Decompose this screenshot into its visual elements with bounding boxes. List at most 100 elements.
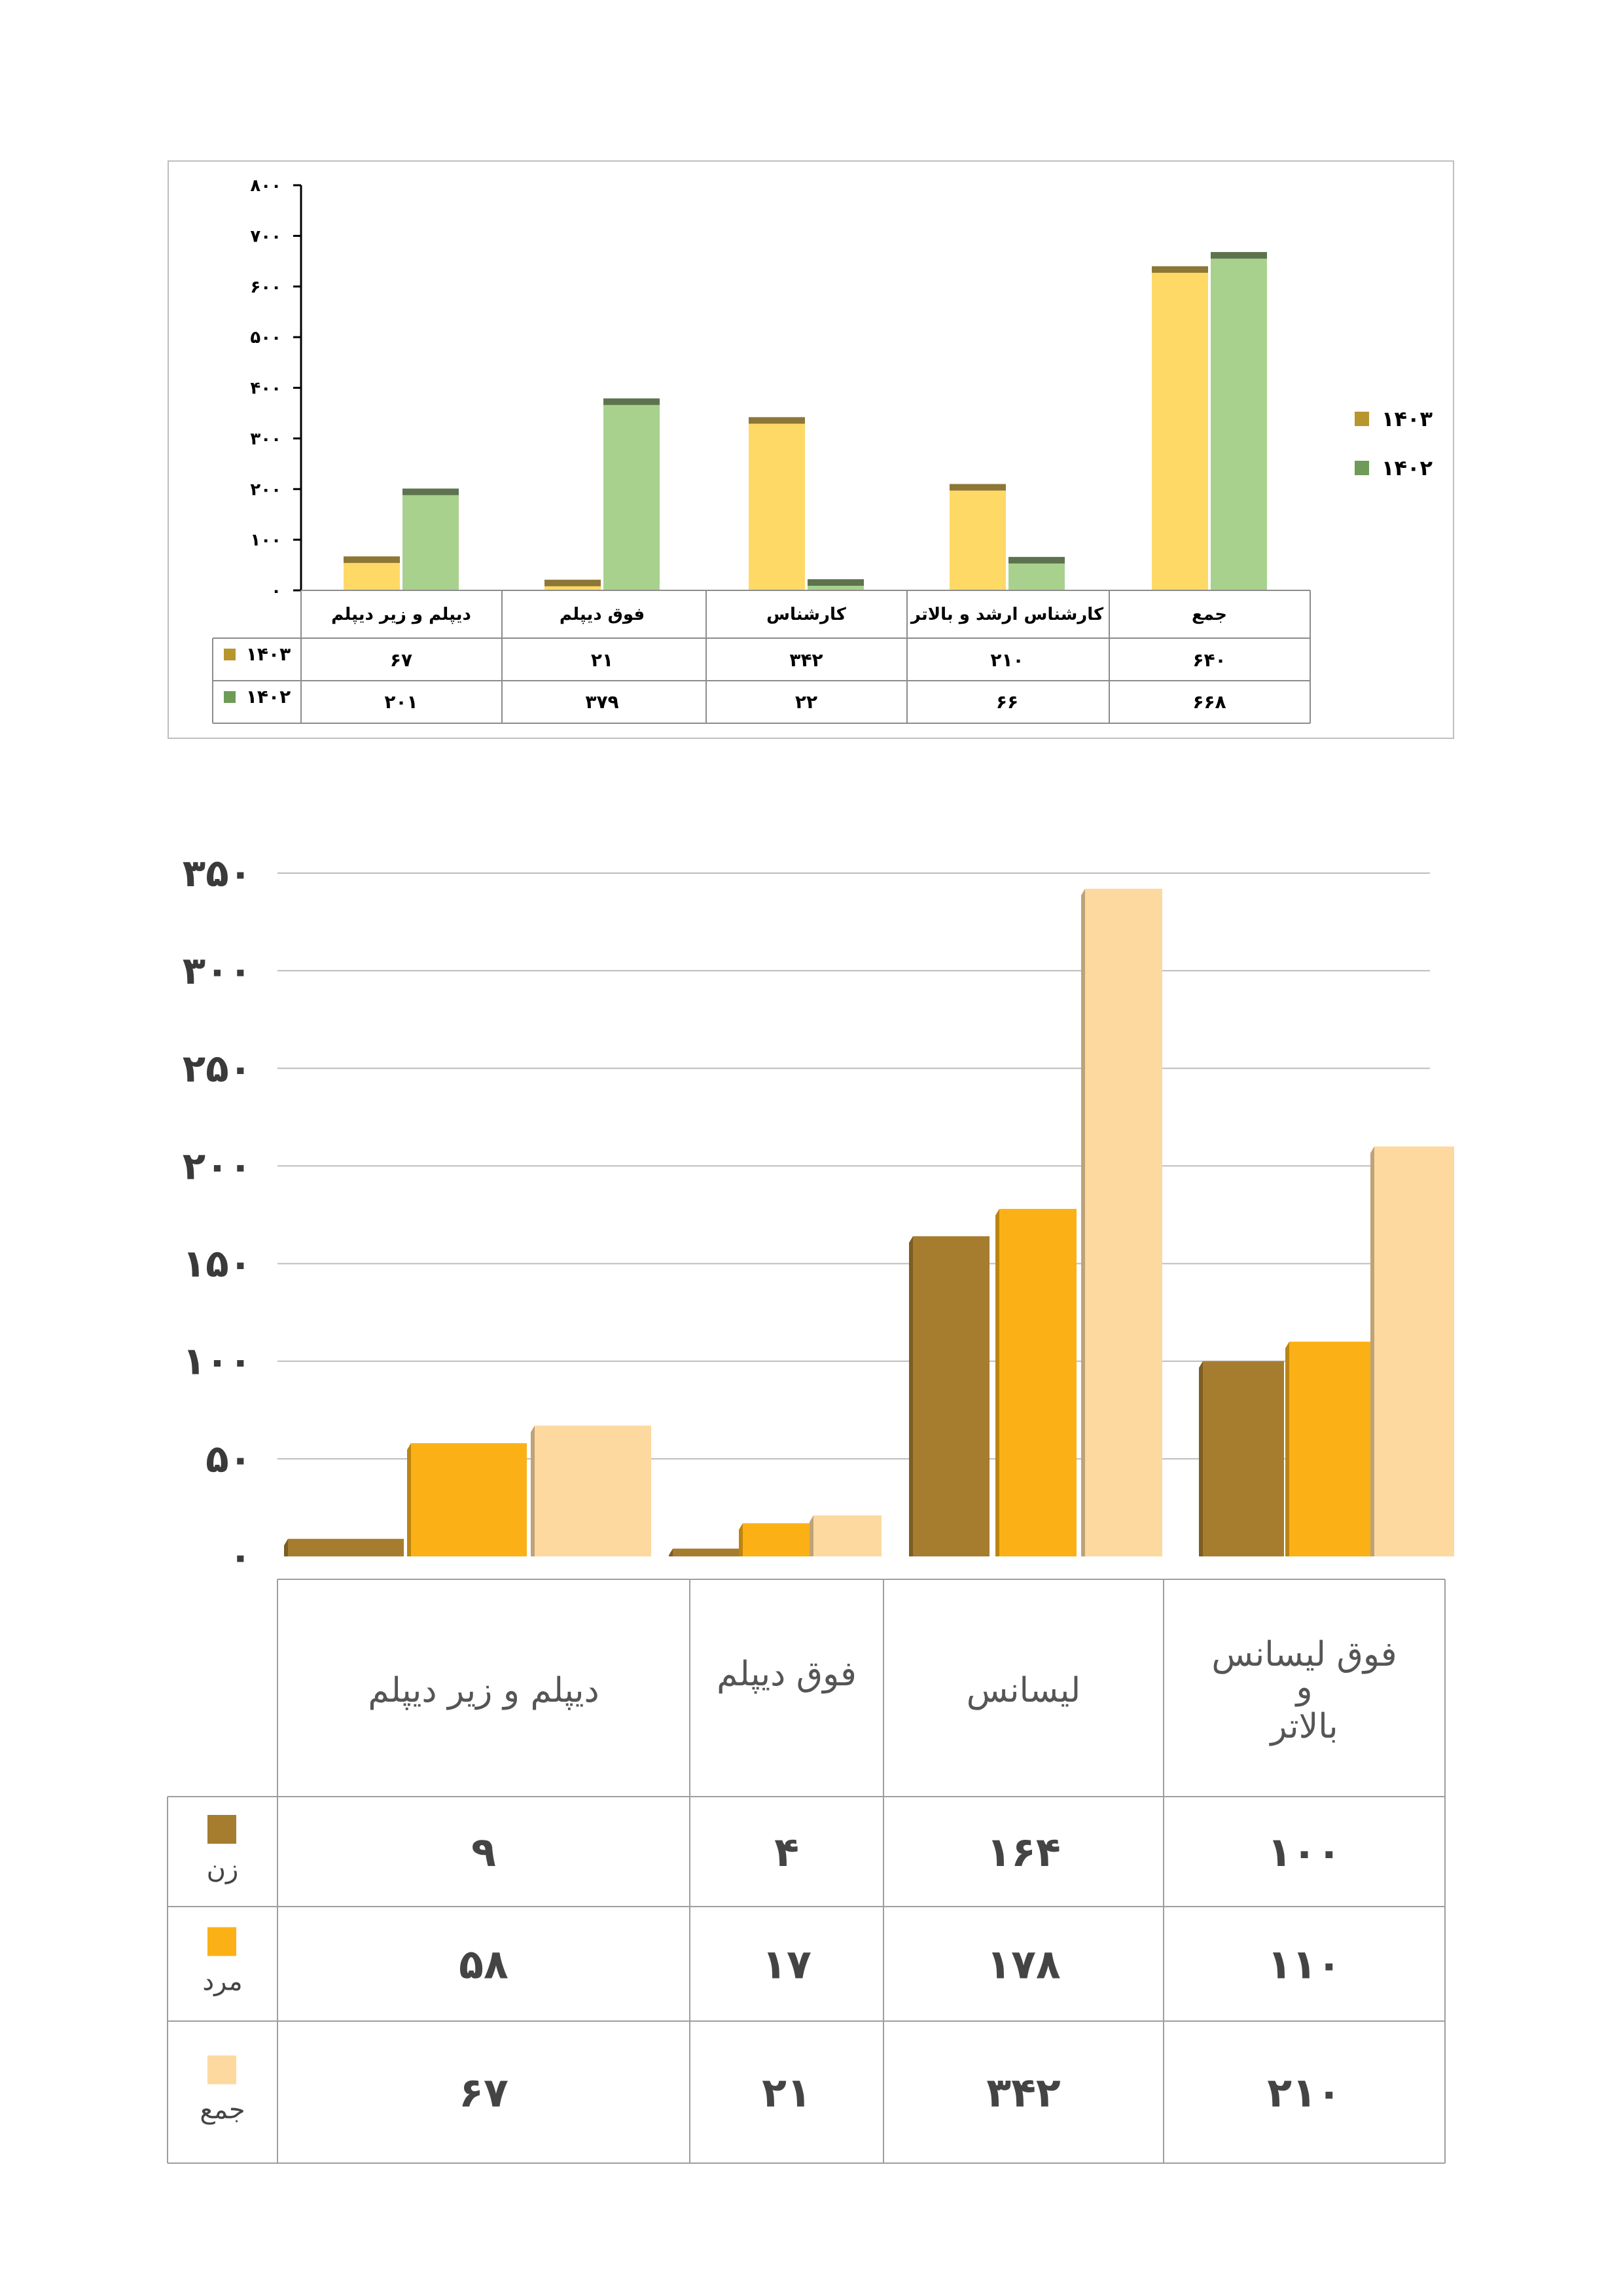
- bar-1402: [603, 398, 660, 590]
- table-series-label: ۱۴۰۳: [246, 643, 291, 665]
- y-tick-label: ۱۵۰: [183, 1242, 252, 1286]
- y-tick-label: ۸۰۰: [250, 176, 281, 196]
- table-value: ۴: [774, 1828, 799, 1876]
- bar-mard: [411, 1443, 527, 1556]
- bar-shadow: [669, 1549, 673, 1556]
- table-category-label: دیپلم و زیر دیپلم: [368, 1671, 599, 1710]
- y-tick-label: ۳۰۰: [183, 948, 252, 993]
- y-tick-label: ۲۵۰: [183, 1046, 252, 1090]
- bar-shadow: [739, 1523, 743, 1556]
- y-tick-label: ۱۰۰: [250, 531, 281, 550]
- table-category-label: فوق دیپلم: [717, 1655, 857, 1694]
- bar-1403: [950, 484, 1006, 590]
- table-value: ۶۷: [390, 649, 412, 671]
- table-value: ۱۰۰: [1267, 1828, 1342, 1876]
- table-value: ۲۱۰: [1267, 2069, 1342, 2117]
- table-value: ۱۷: [762, 1941, 812, 1988]
- bar-jam: [1085, 888, 1162, 1556]
- bar-jam: [813, 1515, 882, 1556]
- y-tick-label: ۶۰۰: [250, 278, 281, 297]
- table-value: ۲۲: [795, 691, 817, 713]
- y-tick-label: ۰: [271, 581, 281, 601]
- bar-1402: [1211, 252, 1267, 590]
- bar-shadow: [407, 1443, 411, 1556]
- table-value: ۲۰۱: [384, 691, 418, 713]
- bar-mard: [1289, 1341, 1370, 1556]
- table-legend-swatch: [207, 1815, 236, 1844]
- bar-top-edge: [402, 488, 459, 495]
- legend-label: ۱۴۰۳: [1382, 406, 1433, 431]
- y-tick-label: ۲۰۰: [183, 1143, 252, 1188]
- bar-shadow: [1081, 888, 1085, 1556]
- y-tick-label: ۷۰۰: [250, 226, 281, 246]
- y-tick-label: ۳۵۰: [183, 851, 252, 895]
- y-tick-label: ۱۰۰: [183, 1339, 252, 1384]
- bar-top-edge: [808, 579, 864, 586]
- bar-jam: [535, 1426, 651, 1556]
- table-value: ۶۶۸: [1192, 691, 1226, 713]
- bar-shadow: [531, 1426, 535, 1556]
- table-value: ۳۴۲: [986, 2069, 1061, 2117]
- bar-top-edge: [1008, 556, 1065, 564]
- y-tick-label: ۲۰۰: [250, 480, 281, 499]
- table-series-label: مرد: [202, 1967, 242, 1997]
- bar-1402: [402, 488, 459, 590]
- table-value: ۶۷: [459, 2069, 508, 2117]
- table-value: ۱۷۸: [986, 1941, 1061, 1988]
- bar-zan: [673, 1549, 740, 1556]
- table-value: ۲۱: [762, 2069, 812, 2117]
- table-category-label: جمع: [1192, 605, 1227, 624]
- table-legend-swatch: [224, 649, 236, 660]
- bar-shadow: [284, 1539, 288, 1556]
- bar-top-edge: [1211, 252, 1267, 259]
- table-category-label: لیسانس: [967, 1671, 1081, 1710]
- table-value: ۵۸: [459, 1941, 508, 1988]
- table-category-label: فوق دیپلم: [560, 605, 645, 624]
- table-category-label: و: [1294, 1668, 1312, 1707]
- table-series-label: ۱۴۰۲: [246, 686, 291, 708]
- legend-label: ۱۴۰۲: [1382, 456, 1433, 480]
- bar-top-edge: [544, 579, 601, 586]
- table-value: ۹: [471, 1828, 496, 1876]
- bar-shadow: [810, 1515, 813, 1556]
- bar-zan: [288, 1539, 404, 1556]
- bar-1403: [1152, 266, 1208, 590]
- bar-shadow: [1285, 1341, 1289, 1556]
- bar-top-edge: [344, 556, 400, 564]
- table-value: ۳۴۲: [789, 649, 823, 671]
- table-value: ۳۷۹: [585, 691, 618, 713]
- y-tick-label: ۰: [229, 1534, 252, 1579]
- table-series-label: زن: [207, 1854, 239, 1884]
- table-category-label: فوق لیسانس: [1211, 1635, 1397, 1674]
- bar-jam: [1374, 1146, 1454, 1556]
- y-tick-label: ۳۰۰: [250, 429, 281, 449]
- bar-shadow: [1199, 1361, 1203, 1556]
- table-category-label: دیپلم و زیر دیپلم: [331, 605, 471, 624]
- bar-1403: [749, 417, 805, 590]
- table-value: ۶۶: [996, 691, 1018, 713]
- table-category-label: کارشناس: [766, 605, 847, 624]
- y-tick-label: ۵۰۰: [250, 328, 281, 348]
- y-tick-label: ۵۰: [205, 1437, 252, 1481]
- table-value: ۲۱: [591, 649, 613, 671]
- bar-top-edge: [950, 484, 1006, 491]
- y-tick-label: ۴۰۰: [250, 379, 281, 399]
- bar-top-edge: [1152, 266, 1208, 273]
- bar-top-edge: [749, 417, 805, 424]
- bar-zan: [1203, 1361, 1284, 1556]
- bar-zan: [913, 1236, 990, 1556]
- table-value: ۶۴۰: [1192, 649, 1226, 671]
- table-legend-swatch: [207, 2055, 236, 2085]
- legend-swatch-1403: [1355, 412, 1369, 426]
- table-value: ۱۶۴: [986, 1828, 1061, 1876]
- bar-shadow: [995, 1209, 999, 1556]
- table-category-label: بالاتر: [1268, 1707, 1338, 1746]
- table-series-label: جمع: [200, 2095, 245, 2125]
- legend-swatch-1402: [1355, 461, 1369, 475]
- bar-mard: [999, 1209, 1077, 1556]
- table-legend-swatch: [224, 691, 236, 703]
- bar-shadow: [909, 1236, 913, 1556]
- bar-shadow: [1370, 1146, 1374, 1556]
- table-value: ۲۱۰: [990, 649, 1024, 671]
